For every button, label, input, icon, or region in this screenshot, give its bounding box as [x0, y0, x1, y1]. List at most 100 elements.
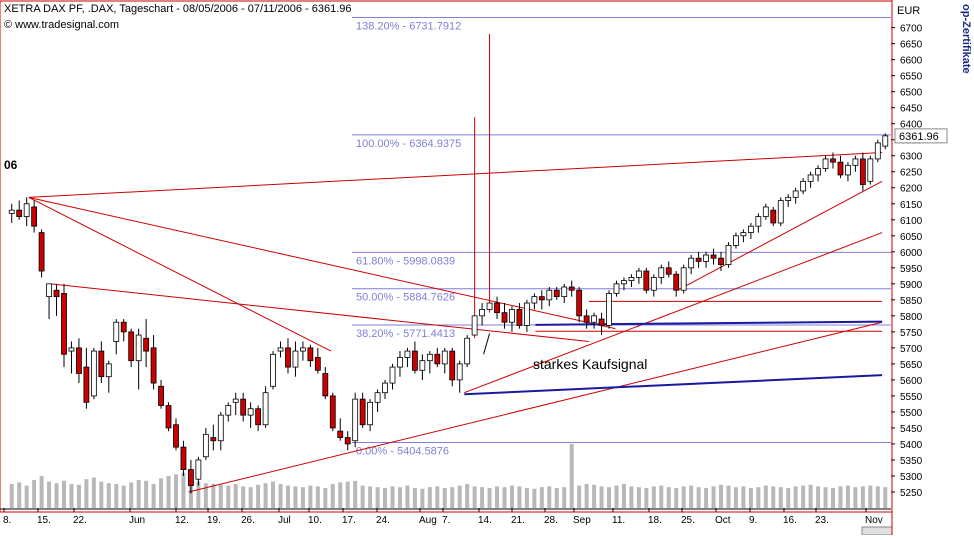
volume-bar — [166, 476, 171, 508]
candle-body — [195, 459, 202, 480]
candle-body — [613, 283, 620, 294]
volume-bar — [569, 444, 574, 508]
volume-bar — [748, 488, 753, 508]
candle-body — [531, 296, 538, 304]
volume-bar — [248, 487, 253, 508]
y-unit-label: EUR — [897, 5, 920, 17]
x-tick-label: 24. — [376, 515, 390, 526]
candle-body — [830, 158, 836, 163]
volume-bar — [741, 486, 746, 508]
volume-bar — [159, 478, 164, 508]
y-tick-label: 5750 — [900, 328, 923, 339]
left-stub-label: 06 — [4, 158, 18, 172]
volume-bar — [39, 476, 44, 508]
volume-bar — [368, 486, 373, 508]
candle-body — [23, 203, 30, 217]
trendline — [28, 152, 883, 198]
volume-bar — [659, 485, 664, 508]
candle-body — [412, 350, 418, 371]
volume-bar — [285, 485, 290, 508]
candle-body — [337, 430, 344, 438]
fib-label: 38.20% - 5771.4413 — [356, 328, 455, 340]
candle-body — [262, 392, 269, 426]
candle-body — [285, 347, 291, 368]
trendline — [535, 320, 883, 326]
candle-body — [76, 347, 82, 374]
y-tick-label: 6300 — [900, 152, 923, 163]
volume-bar — [338, 482, 343, 508]
volume-bar — [831, 488, 836, 508]
volume-bar — [539, 487, 544, 508]
candle-body — [479, 309, 485, 317]
candle-body — [397, 357, 403, 368]
volume-bar — [621, 484, 626, 508]
volume-bar — [838, 486, 843, 508]
y-tick-label: 5450 — [900, 424, 923, 435]
y-tick-label: 6550 — [900, 72, 923, 83]
volume-bar — [397, 487, 402, 508]
x-tick-label: 22. — [73, 515, 87, 526]
candle-body — [210, 437, 217, 442]
candle-body — [464, 337, 471, 365]
candle-body — [635, 270, 642, 278]
candle-body — [792, 190, 799, 198]
volume-bar — [480, 487, 485, 508]
volume-bar — [719, 484, 724, 508]
y-tick-label: 5800 — [900, 312, 923, 323]
candle-body — [352, 398, 359, 442]
candle-layer: starkes Kaufsignal — [8, 34, 889, 494]
candle-body — [755, 216, 762, 227]
volume-bar — [674, 488, 679, 508]
candle-body — [113, 321, 120, 342]
x-tick-label: Sep — [573, 515, 591, 526]
y-tick-label: 5300 — [900, 472, 923, 483]
volume-bar — [502, 487, 507, 508]
x-tick-label: 25. — [681, 515, 695, 526]
volume-bar — [845, 485, 850, 508]
volume-bar — [666, 487, 671, 508]
candle-body — [822, 158, 829, 169]
x-tick-label: 10. — [308, 515, 322, 526]
candle-body — [643, 270, 650, 291]
candle-body — [628, 277, 635, 282]
candle-body — [8, 209, 15, 214]
candle-body — [673, 273, 680, 291]
candle-body — [61, 293, 67, 355]
candle-body — [382, 382, 388, 394]
y-tick-label: 6650 — [900, 40, 923, 51]
candle-body — [568, 286, 575, 291]
candle-body — [202, 433, 209, 458]
candle-body — [770, 209, 777, 224]
candle-body — [703, 254, 709, 262]
volume-bar — [69, 484, 74, 508]
volume-bar — [241, 486, 246, 508]
candle-body — [128, 331, 135, 362]
candle-body — [277, 347, 284, 352]
candle-body — [38, 232, 45, 272]
candle-body — [815, 168, 821, 176]
volume-bar — [487, 488, 492, 508]
volume-bar — [577, 485, 582, 508]
volume-bar — [271, 481, 276, 508]
volume-bar — [562, 487, 567, 508]
volume-bar — [256, 484, 261, 508]
volume-bar — [636, 487, 641, 508]
y-tick-label: 5250 — [900, 488, 923, 499]
candle-body — [322, 373, 329, 397]
volume-bar — [218, 484, 223, 508]
y-tick-label: 6200 — [900, 184, 923, 195]
candle-body — [232, 398, 239, 403]
candle-body — [46, 283, 52, 298]
candle-body — [725, 244, 732, 266]
x-tick-label: 11. — [612, 515, 625, 526]
volume-bar — [181, 472, 186, 508]
volume-bar — [84, 479, 89, 508]
candle-body — [419, 360, 426, 371]
candle-body — [389, 366, 396, 384]
annotation-arrow — [483, 333, 491, 355]
volume-bar — [554, 488, 559, 508]
annotation-text: starkes Kaufsignal — [533, 356, 647, 372]
volume-bar — [9, 484, 14, 508]
x-tick-label: 12. — [175, 515, 189, 526]
